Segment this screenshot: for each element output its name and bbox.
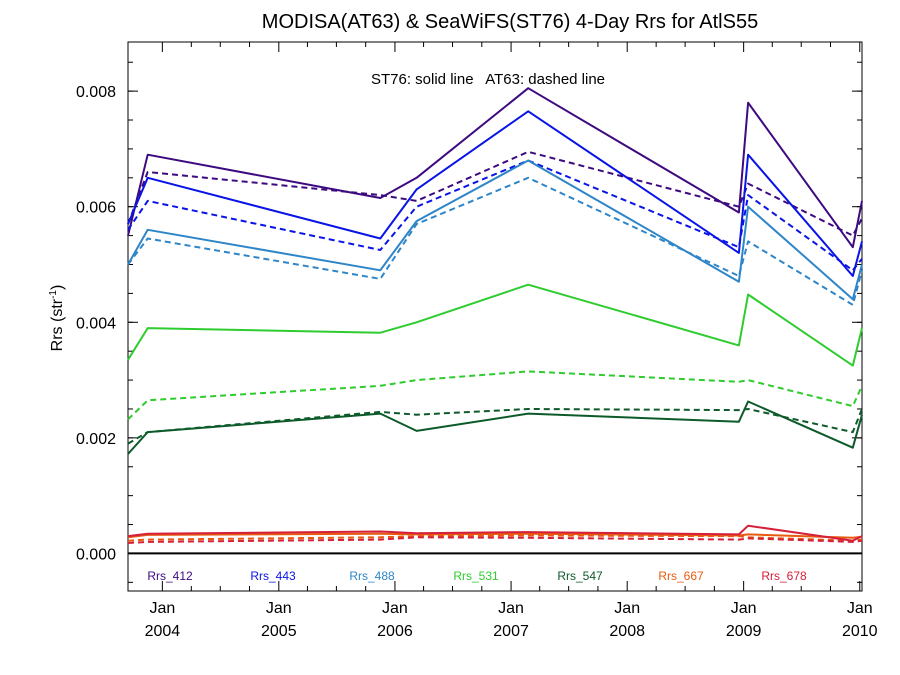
x-tick-label: Jan <box>731 600 757 617</box>
series-line-rrs-488-solid <box>127 159 863 301</box>
series-line-rrs-678-dashed <box>127 536 863 544</box>
series-line-rrs-412-dashed <box>127 150 863 237</box>
legend-item-rrs-531: Rrs_531 <box>453 569 499 583</box>
series-line-rrs-412-solid <box>127 87 863 249</box>
y-tick-label: 0.002 <box>76 431 116 448</box>
legend-item-rrs-678: Rrs_678 <box>761 569 807 583</box>
legend: Rrs_412 Rrs_443 Rrs_488 Rrs_531 Rrs_547 Rrs_6… <box>147 569 807 583</box>
legend-item-rrs-488: Rrs_488 <box>349 569 395 583</box>
legend-item-rrs-547: Rrs_547 <box>557 569 603 583</box>
series-line-rrs-547-dashed <box>127 408 863 445</box>
x-tick-label: Jan <box>266 600 292 617</box>
x-tick-label: 2008 <box>609 623 645 640</box>
series-line-rrs-531-solid <box>127 283 863 367</box>
series-line-rrs-443-solid <box>127 110 863 277</box>
x-tick-label: 2006 <box>377 623 413 640</box>
x-tick-label: 2009 <box>726 623 762 640</box>
legend-item-rrs-443: Rrs_443 <box>250 569 296 583</box>
series-line-rrs-547-solid <box>127 400 863 455</box>
x-tick-label: 2005 <box>261 623 297 640</box>
chart-title: MODISA(AT63) & SeaWiFS(ST76) 4-Day Rrs f… <box>262 11 758 33</box>
y-tick-label: 0.006 <box>76 200 116 217</box>
x-tick-label: Jan <box>498 600 524 617</box>
x-axis: Jan 2004 Jan 2005 Jan 2006 Jan 2007 Jan 2008 Jan 20… <box>145 42 878 640</box>
legend-item-rrs-412: Rrs_412 <box>147 569 193 583</box>
series-line-rrs-531-dashed <box>127 370 863 421</box>
x-tick-label: Jan <box>149 600 175 617</box>
x-tick-label: 2007 <box>493 623 529 640</box>
legend-item-rrs-667: Rrs_667 <box>658 569 704 583</box>
y-axis: 0.000 0.002 0.004 0.006 0.008 <box>76 61 862 583</box>
y-tick-label: 0.008 <box>76 84 116 101</box>
x-tick-label: Jan <box>614 600 640 617</box>
x-tick-label: Jan <box>382 600 408 617</box>
series-line-rrs-443-dashed <box>127 159 863 272</box>
y-tick-label: 0.004 <box>76 315 116 332</box>
series-line-rrs-667-dashed <box>127 534 863 542</box>
x-tick-label: 2010 <box>842 623 878 640</box>
series-line-rrs-678-solid <box>127 524 863 542</box>
y-axis-label: Rrs (str-1) <box>48 285 66 352</box>
y-tick-label: 0.000 <box>76 546 116 563</box>
x-tick-label: 2004 <box>145 623 181 640</box>
plot-frame <box>127 41 863 592</box>
x-tick-label: Jan <box>847 600 873 617</box>
series-line-rrs-488-dashed <box>127 176 863 306</box>
line-style-annotation: ST76: solid line AT63: dashed line <box>371 71 605 88</box>
series-lines <box>127 87 863 544</box>
